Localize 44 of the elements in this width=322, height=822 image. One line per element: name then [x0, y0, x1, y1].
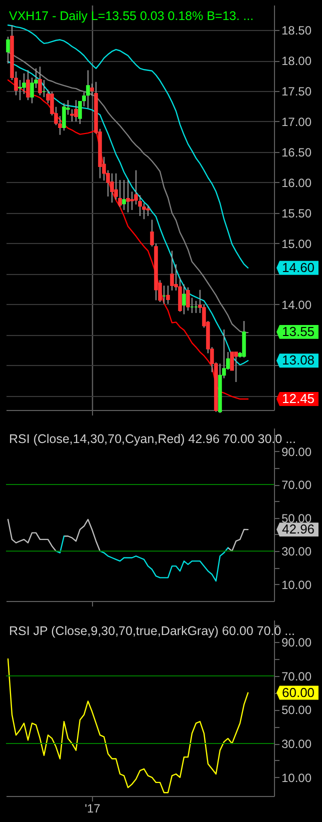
y-tick-label: 17.50 [282, 84, 312, 98]
candlestick [38, 66, 42, 96]
y-tick-label: 15.50 [282, 206, 312, 220]
y-tick-label: 18.00 [282, 54, 312, 68]
chart-title: RSI (Close,14,30,70,Cyan,Red) 42.96 70.00 30.0 ... [9, 432, 296, 446]
y-tick-label: 70.00 [282, 478, 312, 492]
y-tick-label: 16.50 [282, 145, 312, 160]
candlestick [62, 102, 66, 132]
candlestick [230, 352, 234, 371]
y-tick-label: 70.00 [282, 669, 312, 684]
y-tick-label: 50.00 [282, 703, 312, 718]
candlestick [146, 205, 150, 217]
candlestick [182, 284, 186, 315]
candlestick [86, 70, 90, 109]
candlestick [186, 286, 190, 312]
candlestick [26, 70, 30, 101]
annotation: 60.00 [282, 684, 315, 700]
candlestick [126, 180, 130, 213]
y-tick-label: 90.00 [282, 636, 312, 650]
chart-title: VXH17 - Daily L=13.55 0.03 0.18% B=13. ... [9, 9, 254, 23]
candlestick [110, 172, 114, 204]
line-series [7, 658, 249, 794]
y-tick-label: 17.00 [282, 115, 312, 129]
y-tick-label: 15.00 [282, 236, 312, 251]
candlestick [74, 100, 78, 122]
line-series [7, 79, 249, 400]
y-tick-label: 14.00 [282, 298, 312, 312]
x-tick-label: '17 [84, 802, 101, 816]
candlestick [122, 180, 126, 210]
y-tick-label: 90.00 [282, 444, 312, 459]
annotation: 14.60 [282, 260, 315, 275]
y-tick-label: 18.50 [282, 24, 312, 38]
candlestick [6, 36, 10, 64]
y-tick-label: 30.00 [282, 544, 312, 559]
y-tick-label: 10.00 [282, 578, 312, 592]
y-tick-label: 10.00 [282, 770, 312, 785]
y-tick-label: 16.00 [282, 176, 312, 190]
annotation: 12.45 [282, 391, 315, 406]
candlestick [234, 352, 238, 382]
line-series [7, 24, 249, 268]
annotation: 13.08 [282, 352, 315, 368]
annotation: 13.55 [282, 324, 315, 339]
y-tick-label: 30.00 [282, 737, 312, 752]
chart-title: RSI JP (Close,9,30,70,true,DarkGray) 60.00 70.0 ... [9, 624, 296, 638]
